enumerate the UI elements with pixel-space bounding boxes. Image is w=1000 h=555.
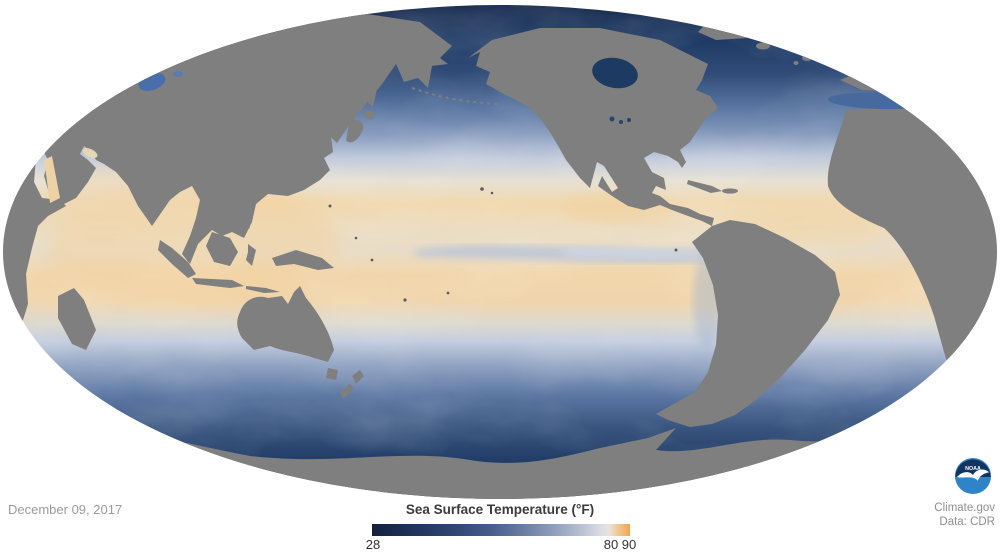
persian-gulf <box>82 148 98 158</box>
credit-data-source: Data: CDR <box>939 515 995 528</box>
land-caribbean-islands <box>687 180 738 194</box>
credits: Climate.gov Data: CDR <box>934 502 995 529</box>
noaa-logo-text: NOAA <box>965 466 981 472</box>
black-sea <box>897 75 915 85</box>
noaa-logo: NOAA <box>954 457 992 495</box>
land-madagascar <box>58 288 96 350</box>
land-antarctica <box>3 400 997 499</box>
credit-climate-gov: Climate.gov <box>934 502 995 514</box>
noaa-seagull-icon <box>956 469 990 481</box>
legend-title: Sea Surface Temperature (°F) <box>405 502 595 517</box>
red-sea <box>44 156 60 203</box>
pacific-island-dots <box>328 187 678 302</box>
great-lakes <box>609 116 631 124</box>
land-africa-west <box>827 102 997 392</box>
equatorial-cold-tongue-core <box>560 247 700 259</box>
land-new-zealand <box>340 370 364 399</box>
land-north-america <box>468 28 718 226</box>
land-aleutian-islands <box>411 87 499 105</box>
legend-tick-28: 28 <box>365 537 381 552</box>
land-japan-okhotsk-islands <box>346 86 377 143</box>
aral-sea <box>173 71 183 77</box>
hudson-bay <box>592 57 638 89</box>
legend-tick-80: 80 <box>603 537 619 552</box>
date-label: December 09, 2017 <box>8 502 123 517</box>
legend-tick-90: 90 <box>621 537 637 552</box>
land-maritime-southeast-asia <box>158 196 334 293</box>
legend-colorbar <box>372 524 630 536</box>
land-australia <box>237 286 338 380</box>
land-south-america <box>656 220 840 427</box>
